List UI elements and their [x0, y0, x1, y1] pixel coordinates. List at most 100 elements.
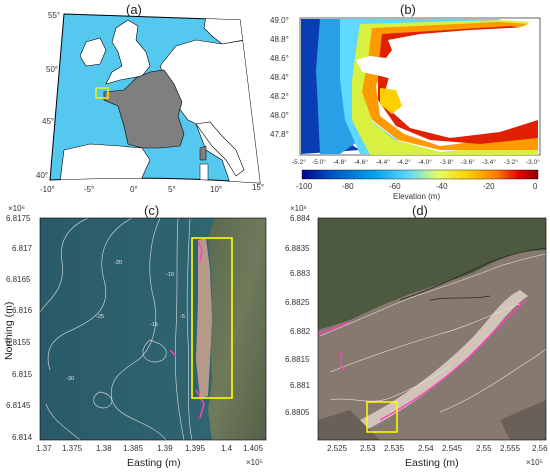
c-ytick-5: 6.815	[12, 370, 33, 379]
panel-c-sand-barrier	[196, 238, 212, 398]
c-xlabel: Easting (m)	[127, 457, 181, 469]
b-xtick-11: -3.0°	[526, 158, 540, 166]
cbar-tick-m60: -60	[389, 182, 401, 191]
lon-label-m5: -5°	[84, 185, 94, 194]
c-ytick-0: 6.8175	[6, 214, 31, 223]
panel-b-y-ticks: 49.0° 48.8° 48.6° 48.4° 48.2° 48.0° 47.8…	[270, 16, 289, 139]
c-exponent-x: ×10⁵	[246, 458, 263, 467]
contour-label-20: -20	[114, 260, 122, 266]
c-xtick-6: 1.4	[221, 444, 233, 453]
panel-b-bay	[380, 88, 402, 114]
panel-c-label: (c)	[144, 203, 160, 218]
panel-d-y-ticks: 6.884 6.8835 6.883 6.8825 6.882 6.8815 6…	[285, 214, 311, 417]
d-ytick-3: 6.8825	[285, 298, 310, 307]
elevation-colorbar	[301, 169, 539, 180]
d-ytick-1: 6.8835	[285, 244, 310, 253]
d-xtick-3: 2.54	[418, 444, 434, 453]
iberia	[59, 143, 151, 183]
panel-b-sea-deep	[301, 19, 360, 154]
corsica	[199, 145, 207, 161]
b-ytick-47.8: 47.8°	[270, 130, 289, 139]
d-xtick-4: 2.545	[442, 444, 463, 453]
d-exponent-y: ×10⁶	[290, 204, 307, 213]
b-xtick-0: -5.2°	[292, 158, 306, 166]
lon-label-15: 15°	[252, 183, 264, 192]
b-xtick-6: -4.0°	[418, 158, 432, 166]
b-xtick-8: -3.6°	[461, 158, 475, 166]
panel-b-x-ticks: -5.2° -5.0° -4.8° -4.6° -4.4° -4.2° -4.0…	[292, 158, 540, 166]
contour-label-15: -15	[150, 322, 158, 328]
pink-shoreline-d	[318, 299, 527, 421]
panel-b-land	[356, 26, 538, 130]
colorbar-ticks: -100 -80 -60 -40 -20 0	[296, 182, 538, 191]
panel-d-vegetation	[318, 218, 546, 330]
b-xtick-7: -3.8°	[440, 158, 454, 166]
great-britain	[105, 19, 151, 85]
lon-label-5: 5°	[168, 185, 176, 194]
b-xtick-3: -4.6°	[354, 158, 368, 166]
d-ytick-0: 6.884	[290, 214, 311, 223]
contour-label-30: -30	[66, 376, 74, 382]
study-area-box-a	[95, 87, 109, 99]
panel-b-bathymetry: 49.0° 48.8° 48.6° 48.4° 48.2° 48.0° 47.8…	[270, 16, 541, 201]
c-xtick-0: 1.37	[36, 444, 52, 453]
cbar-tick-m20: -20	[483, 182, 495, 191]
pink-shoreline-c	[169, 241, 205, 419]
d-ytick-2: 6.883	[290, 269, 311, 278]
contour-label-10: -10	[166, 272, 174, 278]
cbar-tick-m80: -80	[342, 182, 354, 191]
b-ytick-48.8: 48.8°	[270, 35, 289, 44]
panel-a-label: (a)	[126, 2, 142, 17]
d-ytick-4: 6.882	[290, 327, 311, 336]
b-ytick-48.4: 48.4°	[270, 73, 289, 82]
b-xtick-2: -4.8°	[333, 158, 347, 166]
b-ytick-48.6: 48.6°	[270, 54, 289, 63]
d-exponent-x: ×10⁵	[526, 458, 543, 467]
d-contours	[319, 253, 546, 413]
panel-d-channel	[360, 290, 528, 430]
d-ytick-5: 6.8815	[285, 355, 310, 364]
lon-label-m10: -10°	[40, 185, 55, 194]
d-xtick-6: 2.555	[500, 444, 521, 453]
cbar-tick-m100: -100	[296, 182, 313, 191]
panel-d-aerial: 6.884 6.8835 6.883 6.8825 6.882 6.8815 6…	[285, 204, 548, 469]
cbar-tick-m40: -40	[436, 182, 448, 191]
sardinia	[199, 163, 209, 181]
d-ytick-7: 6.8805	[285, 408, 310, 417]
c-ytick-1: 6.817	[12, 244, 33, 253]
lat-label-40: 40°	[36, 171, 48, 180]
panel-c-aerial: -5 -10 -15 -20 -25 -30 6.8175 6.817 6.81…	[3, 204, 267, 469]
study-area-box-c	[191, 237, 233, 399]
b-ytick-49.0: 49.0°	[270, 16, 289, 25]
d-xtick-1: 2.53	[360, 444, 376, 453]
study-area-box-d	[366, 401, 398, 433]
panel-b-label: (b)	[400, 2, 416, 17]
panel-b-coast-red	[378, 26, 538, 144]
lat-label-45: 45°	[42, 117, 54, 126]
panel-c-land	[208, 218, 266, 440]
c-xtick-7: 1.405	[243, 444, 264, 453]
colorbar-label: Elevation (m)	[393, 192, 440, 201]
d-dark-contours	[399, 247, 546, 301]
b-xtick-1: -5.0°	[312, 158, 326, 166]
contour-labels: -5 -10 -15 -20 -25 -30	[66, 260, 185, 382]
d-xtick-2: 2.535	[384, 444, 405, 453]
d-xtick-5: 2.55	[476, 444, 492, 453]
c-ylabel: Northing (m)	[3, 302, 15, 360]
panel-d-frame	[317, 217, 547, 441]
lat-label-55: 55°	[48, 11, 60, 20]
c-ytick-6: 6.8145	[6, 401, 31, 410]
panel-c-x-ticks: 1.37 1.375 1.38 1.385 1.39 1.395 1.4 1.4…	[36, 444, 264, 453]
c-ytick-4: 6.8155	[6, 338, 31, 347]
italy	[195, 121, 245, 177]
lat-label-50: 50°	[46, 65, 58, 74]
c-xtick-4: 1.39	[157, 444, 173, 453]
lon-label-10: 10°	[210, 185, 222, 194]
c-xtick-5: 1.395	[185, 444, 206, 453]
c-xtick-3: 1.385	[123, 444, 144, 453]
cbar-tick-0: 0	[533, 182, 538, 191]
bathymetry-contours	[40, 218, 193, 440]
b-ytick-48.2: 48.2°	[270, 92, 289, 101]
ireland	[79, 37, 107, 67]
c-exponent-y: ×10⁶	[8, 204, 25, 213]
